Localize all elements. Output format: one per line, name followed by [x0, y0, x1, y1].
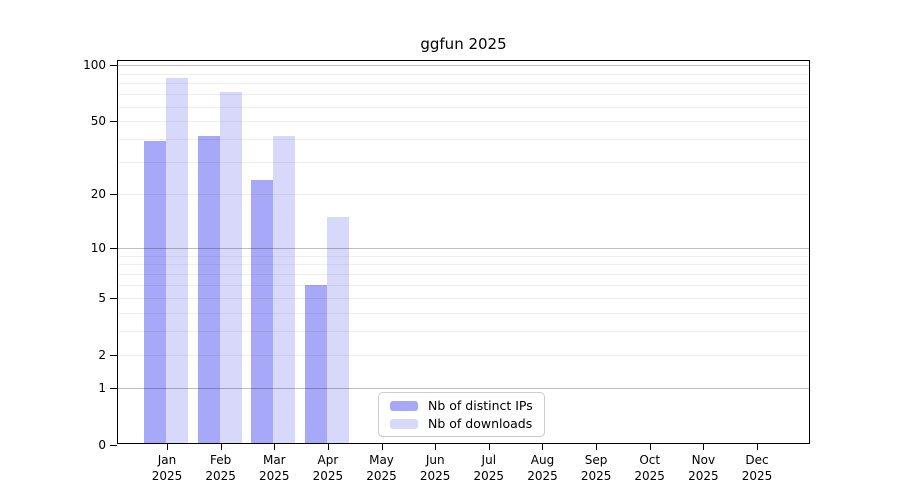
x-tick — [435, 444, 436, 450]
plot-area — [117, 60, 810, 444]
bar-distinct-ips — [197, 135, 220, 443]
y-tick — [110, 388, 117, 389]
x-tick-label: Apr 2025 — [312, 453, 344, 483]
major-gridline — [118, 388, 809, 389]
legend-item-distinct-ips: Nb of distinct IPs — [385, 397, 538, 413]
bar-downloads — [326, 216, 349, 443]
minor-gridline — [118, 312, 809, 314]
x-tick — [221, 444, 222, 450]
minor-gridline — [118, 273, 809, 275]
x-tick — [596, 444, 597, 450]
minor-gridline — [118, 264, 809, 266]
minor-gridline — [118, 162, 809, 164]
x-tick — [489, 444, 490, 450]
legend-swatch-downloads — [390, 418, 418, 429]
legend-swatch-distinct-ips — [390, 400, 418, 411]
y-tick-label: 0 — [98, 438, 106, 452]
legend-label-distinct-ips: Nb of distinct IPs — [428, 397, 533, 413]
x-tick-label: Feb 2025 — [205, 453, 236, 483]
x-tick — [167, 444, 168, 450]
legend-label-downloads: Nb of downloads — [428, 415, 533, 431]
minor-gridline — [118, 255, 809, 257]
bar-distinct-ips — [144, 141, 166, 443]
minor-gridline — [118, 139, 809, 141]
bar-distinct-ips — [304, 284, 327, 443]
minor-gridline — [118, 354, 809, 356]
minor-gridline — [118, 297, 809, 299]
legend-item-downloads: Nb of downloads — [385, 415, 538, 431]
x-tick — [703, 444, 704, 450]
x-tick-label: Nov 2025 — [688, 453, 719, 483]
x-tick-label: May 2025 — [366, 453, 397, 483]
bar-downloads — [273, 135, 296, 443]
y-tick — [110, 65, 117, 66]
x-tick — [650, 444, 651, 450]
y-tick — [110, 248, 117, 249]
y-tick-label: 10 — [90, 240, 106, 255]
x-tick-label: Oct 2025 — [634, 453, 665, 483]
y-tick-label: 1 — [98, 381, 106, 395]
y-tick — [110, 194, 117, 195]
x-tick-label: Jan 2025 — [151, 453, 183, 483]
y-tick-label: 50 — [90, 114, 106, 129]
y-tick — [110, 121, 117, 122]
x-tick-label: Mar 2025 — [259, 453, 290, 483]
major-gridline — [118, 247, 809, 249]
x-tick — [328, 444, 329, 450]
chart-title: ggfun 2025 — [420, 35, 507, 53]
x-tick — [757, 444, 758, 450]
y-tick — [110, 355, 117, 356]
y-tick-label: 5 — [98, 290, 106, 305]
minor-gridline — [118, 106, 809, 108]
bar-downloads — [219, 91, 242, 443]
minor-gridline — [118, 194, 809, 196]
legend: Nb of distinct IPs Nb of downloads — [378, 392, 545, 437]
minor-gridline — [118, 73, 809, 75]
y-tick-label: 20 — [90, 187, 106, 202]
minor-gridline — [118, 330, 809, 332]
y-tick — [110, 445, 117, 446]
bar-distinct-ips — [251, 180, 274, 443]
x-tick — [542, 444, 543, 450]
bar-downloads — [166, 77, 188, 443]
minor-gridline — [118, 83, 809, 85]
x-tick-label: Dec 2025 — [741, 453, 773, 483]
x-tick — [274, 444, 275, 450]
x-tick-label: Aug 2025 — [527, 453, 558, 483]
minor-gridline — [118, 284, 809, 286]
grid-layer — [118, 61, 809, 443]
x-tick-label: Jul 2025 — [473, 453, 505, 483]
major-gridline — [118, 65, 809, 67]
bars-layer — [118, 61, 809, 443]
y-tick — [110, 298, 117, 299]
y-tick-label: 100 — [83, 58, 106, 73]
x-tick-label: Sep 2025 — [580, 453, 612, 483]
x-tick-label: Jun 2025 — [419, 453, 451, 483]
y-tick-label: 2 — [98, 347, 106, 362]
x-tick — [382, 444, 383, 450]
minor-gridline — [118, 94, 809, 96]
minor-gridline — [118, 121, 809, 123]
